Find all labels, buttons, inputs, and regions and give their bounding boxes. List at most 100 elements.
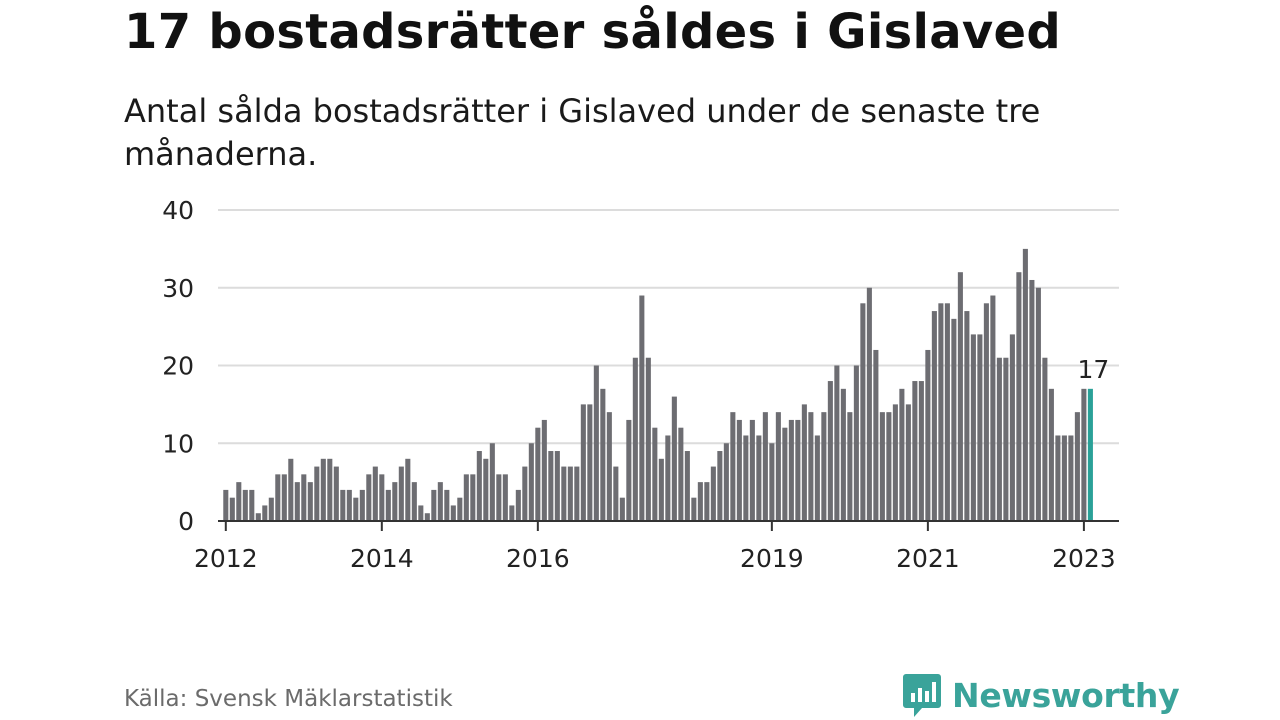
x-tick-label: 2016 xyxy=(506,544,570,573)
bar xyxy=(249,489,255,521)
bar xyxy=(827,381,833,521)
bar xyxy=(385,489,391,521)
bar xyxy=(411,482,417,522)
bar xyxy=(983,303,989,521)
bar xyxy=(899,388,905,521)
bar xyxy=(652,427,658,521)
x-tick-label: 2021 xyxy=(896,544,960,573)
bar xyxy=(593,365,599,521)
y-tick-label: 30 xyxy=(162,274,194,303)
bar xyxy=(1029,279,1035,521)
bar xyxy=(808,412,814,521)
bar xyxy=(424,513,430,521)
bar xyxy=(554,451,560,521)
bar xyxy=(327,458,333,521)
bar xyxy=(496,474,502,521)
bar xyxy=(600,388,606,521)
x-tick-label: 2012 xyxy=(194,544,258,573)
bar xyxy=(632,357,638,521)
bar xyxy=(314,466,320,521)
bar xyxy=(788,419,794,521)
bar xyxy=(970,334,976,521)
latest-value-label: 17 xyxy=(1077,355,1109,384)
bar xyxy=(795,419,801,521)
bar xyxy=(489,443,495,521)
bar xyxy=(613,466,619,521)
bar xyxy=(515,489,521,521)
bar xyxy=(483,458,489,521)
bar xyxy=(743,435,749,521)
bar xyxy=(229,497,235,521)
bar xyxy=(294,482,300,522)
bar xyxy=(457,497,463,521)
bar xyxy=(528,443,534,521)
bar xyxy=(320,458,326,521)
bar xyxy=(938,303,944,521)
y-tick-label: 20 xyxy=(162,352,194,381)
x-tick-label: 2014 xyxy=(350,544,414,573)
bar xyxy=(977,334,983,521)
bar xyxy=(853,365,859,521)
bar xyxy=(522,466,528,521)
bar xyxy=(450,505,456,521)
bar xyxy=(1074,412,1080,521)
bar xyxy=(353,497,359,521)
brand-logo: Newsworthy xyxy=(902,671,1180,719)
bar xyxy=(697,482,703,522)
bar xyxy=(1035,287,1041,521)
bar xyxy=(567,466,573,521)
bar xyxy=(996,357,1002,521)
bar xyxy=(860,303,866,521)
bar xyxy=(762,412,768,521)
bar xyxy=(814,435,820,521)
bar xyxy=(346,489,352,521)
brand-name: Newsworthy xyxy=(952,675,1180,715)
bar xyxy=(301,474,307,521)
bar xyxy=(1081,388,1087,521)
bar xyxy=(912,381,918,521)
bar xyxy=(1016,272,1022,521)
bar xyxy=(710,466,716,521)
bar xyxy=(736,419,742,521)
bar xyxy=(242,489,248,521)
bar xyxy=(275,474,281,521)
bar xyxy=(444,489,450,521)
bar xyxy=(892,404,898,522)
bar xyxy=(268,497,274,521)
bar xyxy=(925,349,931,521)
bar xyxy=(561,466,567,521)
bar xyxy=(223,489,229,521)
bar xyxy=(470,474,476,521)
bar xyxy=(821,412,827,521)
bar xyxy=(307,482,313,522)
bar xyxy=(1061,435,1067,521)
bar xyxy=(931,311,937,521)
bar xyxy=(1068,435,1074,521)
y-tick-label: 10 xyxy=(162,429,194,458)
bar xyxy=(535,427,541,521)
chart-title: 17 bostadsrätter såldes i Gislaved xyxy=(124,4,1062,60)
bar xyxy=(509,505,515,521)
bar xyxy=(463,474,469,521)
bar xyxy=(951,318,957,521)
bar xyxy=(379,474,385,521)
bar xyxy=(671,396,677,521)
bar xyxy=(587,404,593,522)
bar xyxy=(957,272,963,521)
bar xyxy=(775,412,781,521)
bar xyxy=(359,489,365,521)
bar xyxy=(236,482,242,522)
bar xyxy=(678,427,684,521)
bar xyxy=(730,412,736,521)
source-note: Källa: Svensk Mäklarstatistik xyxy=(124,686,453,712)
bar xyxy=(847,412,853,521)
bar xyxy=(574,466,580,521)
bar xyxy=(626,419,632,521)
bar xyxy=(418,505,424,521)
bar xyxy=(1009,334,1015,521)
x-tick-label: 2019 xyxy=(740,544,804,573)
bar xyxy=(398,466,404,521)
bar xyxy=(756,435,762,521)
tick-labels: 0 10 20 30 40 17 2012 2014 2016 2019 2021 2023 xyxy=(162,196,1116,573)
